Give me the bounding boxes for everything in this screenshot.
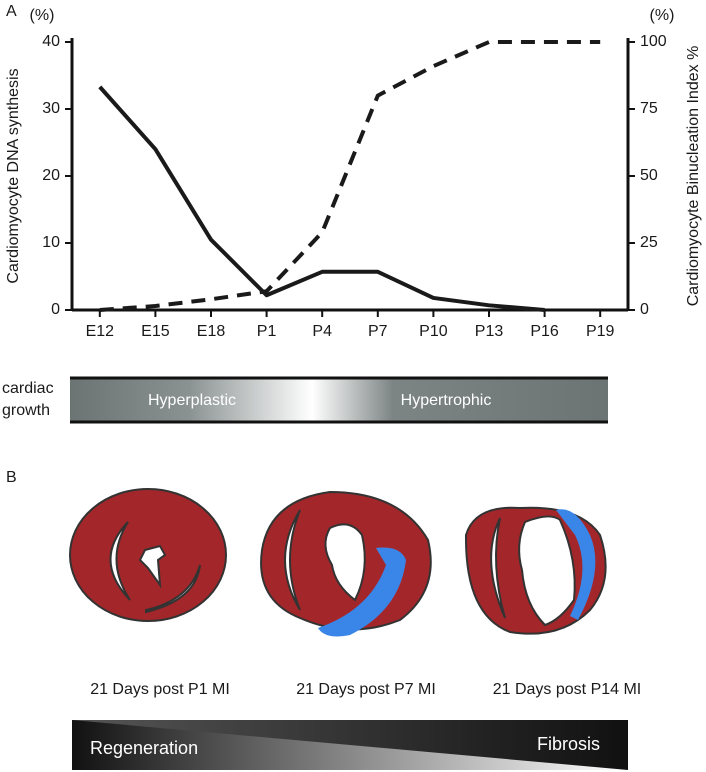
x-tick-label: P1 [257,323,277,340]
y2-tick-label: 75 [640,100,658,117]
y2-axis-label: Cardiomyocyte Binucleation Index % [685,46,702,307]
x-tick-label: P19 [586,323,615,340]
x-tick-label: P10 [419,323,448,340]
bar-title: cardiac [2,380,54,397]
infarct [318,547,406,637]
cavity [324,523,366,602]
cavity [138,544,167,589]
line-series [99,40,601,312]
y-tick-label: 10 [42,234,60,251]
y-tick-label: 30 [42,100,60,117]
bar-label: Hyperplastic [148,392,236,409]
cavity [109,521,131,601]
gradient-bar [70,378,608,422]
caption: 21 Days post P1 MI [90,681,230,698]
outcome-bar: Regeneration Fibrosis [72,720,628,770]
bar-label: Hypertrophic [401,392,492,409]
y2-tick-label: 0 [640,301,649,318]
y2-tick-label: 100 [640,33,667,50]
cavity [518,515,576,627]
bar-label: Regeneration [90,738,198,758]
cavity [145,564,201,614]
cavity [490,517,506,619]
hearts [69,488,607,637]
caption: 21 Days post P7 MI [296,681,436,698]
bar-label: Fibrosis [537,734,600,754]
bar-title: growth [2,402,50,419]
y2-tick-label: 50 [640,167,658,184]
x-tick-label: P4 [312,323,332,340]
cavity [284,509,301,611]
y2-tick-label: 25 [640,234,658,251]
y2-unit: (%) [650,7,675,24]
y-unit: (%) [30,7,55,24]
x-tick-label: E15 [141,323,170,340]
gradient-wedge [72,720,628,770]
y-tick-label: 0 [51,301,60,318]
x-tick-label: P13 [475,323,504,340]
x-tick-label: E12 [86,323,115,340]
x-tick-label: P7 [368,323,388,340]
y-tick-label: 40 [42,33,60,50]
line-series [98,85,545,312]
y-tick-label: 20 [42,167,60,184]
panel-label: B [6,469,17,486]
x-tick-label: E18 [197,323,226,340]
y-axis-label: Cardiomyocyte DNA synthesis [5,68,22,283]
infarct [556,509,596,620]
panel-label: A [6,3,17,20]
x-tick-label: P16 [530,323,559,340]
caption: 21 Days post P14 MI [493,681,642,698]
growth-bar: Hyperplastic Hypertrophic cardiac growth [2,376,608,424]
